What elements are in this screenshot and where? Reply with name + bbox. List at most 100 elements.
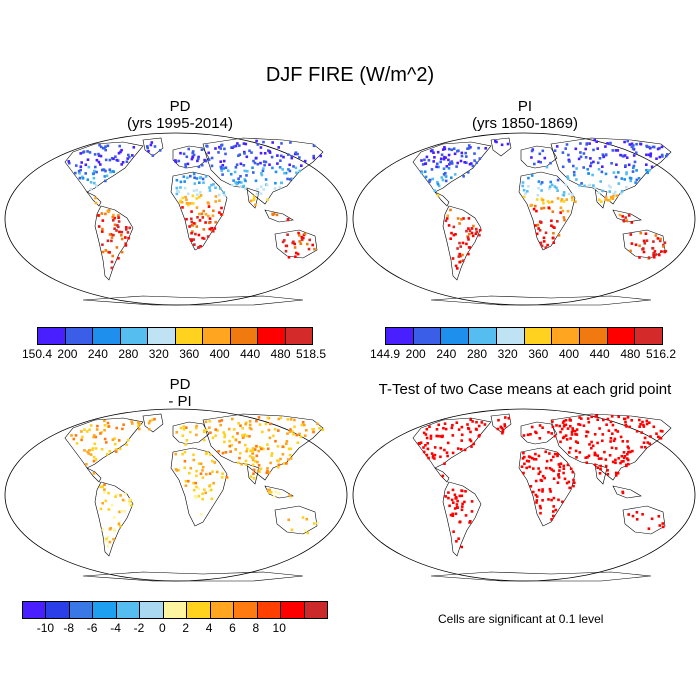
grid-cell — [666, 153, 669, 156]
grid-cell — [468, 438, 472, 441]
grid-cell — [504, 416, 507, 419]
grid-cell — [213, 227, 217, 230]
grid-cell — [541, 149, 545, 153]
grid-cell — [312, 144, 316, 148]
colorbar-swatch — [469, 328, 497, 344]
grid-cell — [238, 441, 241, 444]
grid-cell — [550, 518, 553, 521]
grid-cell — [104, 169, 107, 173]
grid-cell — [298, 156, 301, 159]
grid-cell — [95, 428, 99, 431]
grid-cell — [562, 191, 566, 194]
grid-cell — [202, 438, 206, 442]
grid-cell — [538, 220, 542, 223]
grid-cell — [454, 512, 458, 516]
grid-cell — [244, 142, 248, 146]
grid-cell — [88, 151, 92, 154]
grid-cell — [453, 493, 457, 497]
grid-cell — [596, 454, 599, 457]
grid-cell — [540, 207, 543, 210]
grid-cell — [237, 177, 240, 180]
grid-cell — [645, 153, 648, 157]
grid-cell — [285, 442, 288, 446]
coastline — [430, 571, 652, 582]
grid-cell — [450, 162, 454, 165]
grid-cell — [537, 180, 541, 183]
grid-cell — [654, 234, 658, 237]
grid-cell — [227, 169, 230, 172]
grid-cell — [591, 173, 594, 177]
grid-cell — [541, 426, 544, 429]
grid-cell — [200, 212, 204, 216]
grid-cell — [199, 472, 203, 475]
grid-cell — [242, 164, 246, 167]
grid-cell — [631, 170, 635, 173]
grid-cell — [660, 145, 664, 149]
grid-cell — [271, 141, 274, 144]
grid-cell — [447, 153, 451, 157]
grid-cell — [153, 145, 157, 148]
grid-cell — [199, 245, 202, 248]
grid-cell — [447, 147, 451, 151]
grid-cell — [480, 421, 484, 424]
grid-cell — [604, 145, 607, 148]
grid-cell — [562, 467, 566, 470]
grid-cell — [577, 157, 581, 161]
grid-cell — [106, 421, 110, 425]
grid-cell — [593, 433, 597, 436]
grid-cell — [623, 140, 626, 144]
grid-cell — [429, 149, 433, 153]
grid-cell — [650, 165, 654, 169]
grid-cell — [535, 499, 539, 502]
grid-cell — [540, 197, 544, 201]
grid-cell — [115, 229, 118, 232]
grid-cell — [550, 200, 554, 204]
grid-cell — [616, 430, 620, 433]
colorbar-tick-label: 200 — [405, 347, 426, 361]
grid-cell — [538, 424, 542, 427]
grid-cell — [611, 432, 614, 435]
coastline — [82, 571, 304, 582]
grid-cell — [565, 143, 569, 146]
grid-cell — [556, 197, 560, 200]
grid-cell — [265, 183, 269, 187]
grid-cell — [252, 197, 256, 201]
grid-cell — [433, 156, 436, 159]
grid-cell — [549, 490, 552, 493]
grid-cell — [119, 494, 122, 497]
grid-cell — [101, 230, 104, 233]
colorbar-swatch — [38, 328, 66, 344]
grid-cell — [197, 487, 200, 490]
grid-cell — [111, 438, 115, 441]
grid-cell — [524, 192, 527, 195]
grid-cell — [455, 165, 458, 168]
grid-cell — [104, 212, 107, 216]
coastline — [612, 209, 642, 223]
grid-cell — [132, 146, 136, 149]
grid-cell — [566, 427, 570, 430]
grid-cell — [277, 146, 280, 149]
grid-cell — [123, 510, 126, 513]
grid-cell — [100, 212, 104, 215]
grid-cell — [234, 166, 238, 169]
grid-cell — [549, 161, 552, 165]
grid-cell — [569, 467, 573, 471]
grid-cell — [437, 165, 440, 169]
grid-cell — [184, 165, 187, 169]
grid-cell — [85, 430, 89, 433]
colorbar-tick-label: 6 — [229, 621, 236, 635]
grid-cell — [215, 470, 219, 474]
grid-cell — [175, 469, 179, 472]
grid-cell — [552, 496, 556, 500]
grid-cell — [249, 449, 252, 453]
grid-cell — [190, 220, 194, 224]
grid-cell — [200, 163, 204, 167]
grid-cell — [195, 424, 198, 428]
grid-cell — [110, 236, 114, 239]
grid-cell — [218, 419, 221, 423]
grid-cell — [626, 453, 629, 456]
grid-cell — [535, 209, 538, 213]
grid-cell — [556, 454, 559, 458]
grid-cell — [257, 449, 260, 453]
grid-cell — [593, 463, 597, 467]
